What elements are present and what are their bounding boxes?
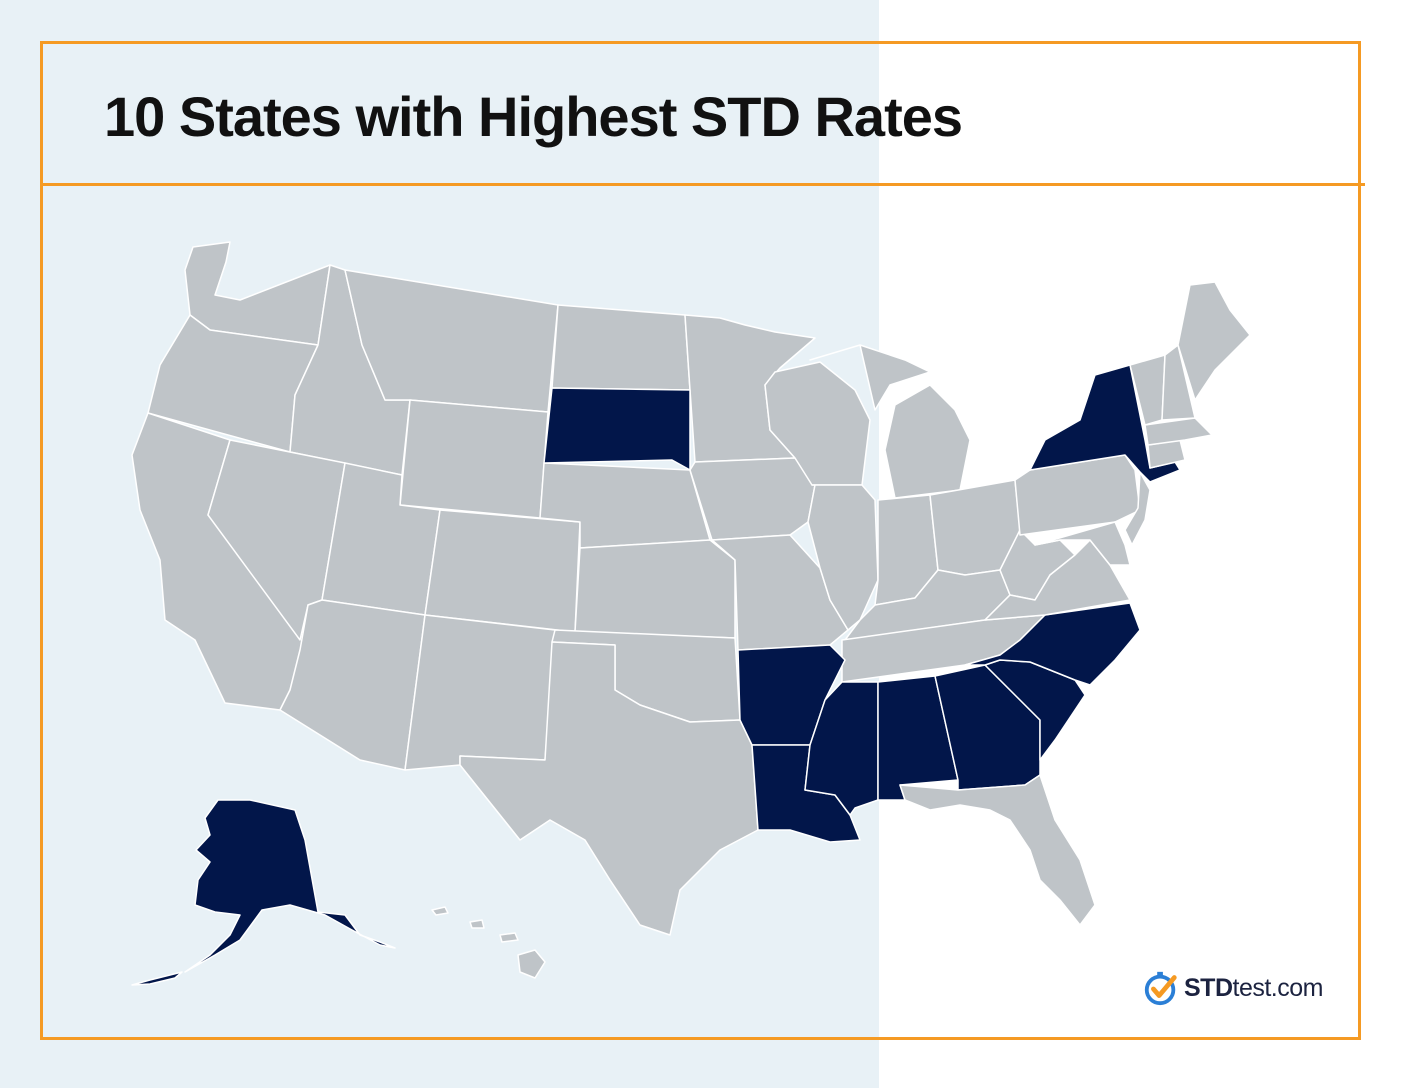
title-divider — [40, 183, 1365, 186]
page-title: 10 States with Highest STD Rates — [104, 85, 963, 148]
state-kansas — [574, 539, 736, 639]
state-illinois — [807, 484, 879, 631]
state-new-jersey — [1124, 471, 1151, 546]
state-new-mexico — [404, 614, 556, 771]
state-florida — [899, 774, 1096, 926]
state-maine — [1177, 281, 1251, 401]
checkmark-clock-icon — [1144, 971, 1177, 1006]
state-wyoming — [399, 399, 549, 519]
state-new-hampshire — [1161, 344, 1196, 421]
logo-brand-text: STD — [1184, 973, 1233, 1002]
state-colorado — [424, 509, 581, 633]
state-south-dakota — [543, 387, 691, 471]
state-alaska — [184, 799, 396, 973]
state-texas — [459, 641, 759, 936]
infographic-frame — [40, 41, 1361, 1040]
stdtest-logo: STD test.com — [1142, 968, 1323, 1008]
alaska-aleutian-islands — [131, 971, 183, 986]
state-north-dakota — [551, 304, 691, 391]
state-iowa — [689, 457, 816, 541]
state-mississippi — [804, 681, 879, 816]
state-michigan — [809, 344, 971, 499]
state-north-carolina — [964, 602, 1141, 686]
logo-domain-text: test.com — [1232, 973, 1324, 1002]
state-hawaii — [431, 906, 546, 979]
state-maryland — [1034, 521, 1131, 566]
state-virginia — [984, 539, 1131, 621]
